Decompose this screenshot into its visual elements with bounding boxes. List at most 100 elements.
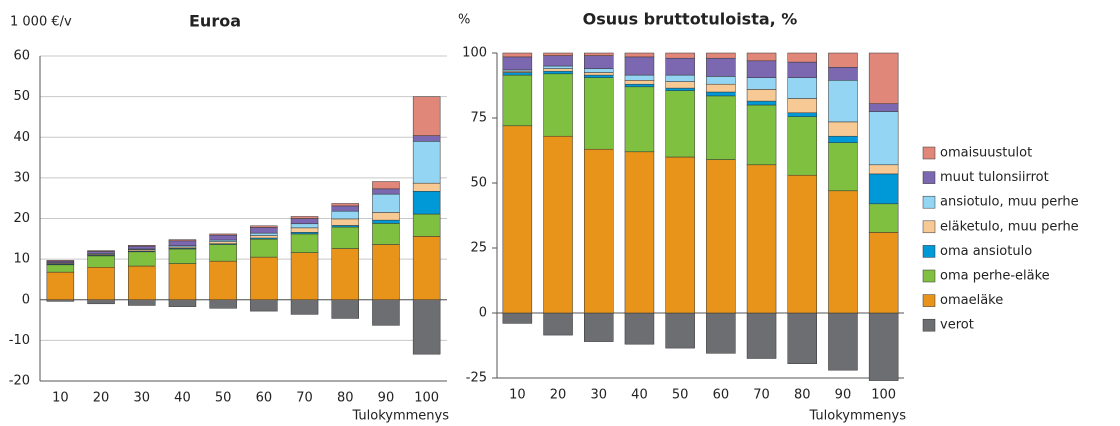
bar-segment <box>209 241 237 244</box>
bar-segment <box>746 312 777 359</box>
bar-segment <box>250 232 278 236</box>
legend-swatch <box>922 294 936 307</box>
bar-segment <box>209 260 237 300</box>
chart-title: Euroa <box>189 12 241 31</box>
bar-segment <box>746 164 777 314</box>
bar-segment <box>624 151 655 314</box>
y-tick-label: -20 <box>9 374 30 389</box>
bar-segment <box>706 57 736 77</box>
bar-segment <box>168 240 197 246</box>
legend-label: omaisuustulot <box>940 146 1032 161</box>
legend-swatch <box>922 318 936 332</box>
x-tick-label: 100 <box>414 391 439 406</box>
y-tick-label: 40 <box>13 130 30 145</box>
bar-segment <box>290 227 319 233</box>
bar-segment <box>46 260 75 262</box>
legend-swatch <box>922 171 936 184</box>
bar-segment <box>543 70 573 75</box>
bar-segment <box>412 191 441 215</box>
bar-segment <box>128 245 156 247</box>
bar-segment <box>543 135 573 314</box>
bar-segment <box>412 213 441 237</box>
bar-segment <box>787 112 817 117</box>
bar-segment <box>868 173 899 205</box>
x-tick-label: 70 <box>753 388 770 403</box>
bar-segment <box>87 255 115 268</box>
bar-segment <box>543 73 573 137</box>
bar-segment <box>584 77 614 150</box>
bar-segment <box>706 91 736 97</box>
bar-segment <box>250 227 278 234</box>
bar-segment <box>87 250 115 252</box>
y-tick-label: 100 <box>462 46 487 61</box>
bar-segment <box>746 100 777 106</box>
bar-segment <box>665 81 695 89</box>
bar-segment <box>706 159 736 314</box>
bar-segment <box>372 212 400 221</box>
bar-segment <box>250 238 278 258</box>
bar-segment <box>502 52 533 58</box>
y-tick-label: 20 <box>13 211 30 226</box>
legend-label: verot <box>940 318 974 333</box>
bar-segment <box>624 74 655 81</box>
bar-segment <box>706 76 736 85</box>
x-axis-label: Tulokymmenys <box>808 409 906 424</box>
bar-segment <box>331 203 359 207</box>
x-tick-label: 30 <box>590 388 607 403</box>
bar-segment <box>706 83 736 93</box>
legend-swatch <box>922 245 936 258</box>
bar-segment <box>250 256 278 300</box>
x-tick-label: 80 <box>337 391 354 406</box>
bar-segment <box>372 223 400 245</box>
x-tick-label: 50 <box>215 391 232 406</box>
bar-segment <box>624 83 655 88</box>
bar-segment <box>290 252 319 300</box>
bar-segment <box>665 312 695 349</box>
bar-segment <box>412 141 441 184</box>
y-tick-label: -10 <box>9 333 30 348</box>
bar-segment <box>209 244 237 262</box>
bar-segment <box>543 312 573 336</box>
bar-segment <box>828 312 858 371</box>
y-tick-label: -25 <box>466 371 487 386</box>
bar-segment <box>412 96 441 136</box>
bar-segment <box>250 235 278 239</box>
bar-segment <box>787 116 817 176</box>
bar-segment <box>868 103 899 112</box>
bar-segment <box>543 65 573 69</box>
x-tick-label: 20 <box>93 391 110 406</box>
y-tick-label: 50 <box>470 176 487 191</box>
x-tick-label: 20 <box>550 388 567 403</box>
bar-segment <box>828 80 858 123</box>
bar-segment <box>584 72 614 76</box>
bar-segment <box>372 299 400 326</box>
y-tick-label: 10 <box>13 252 30 267</box>
legend-label: omaeläke <box>940 293 1003 308</box>
bar-segment <box>372 181 400 190</box>
x-axis-label: Tulokymmenys <box>351 409 449 424</box>
bar-segment <box>372 244 400 300</box>
bar-segment <box>868 111 899 166</box>
bar-segment <box>209 234 237 241</box>
legend-label: muut tulonsiirrot <box>940 170 1049 185</box>
bar-segment <box>331 299 359 319</box>
bar-segment <box>412 299 441 355</box>
x-tick-label: 90 <box>835 388 852 403</box>
bar-segment <box>331 205 359 212</box>
legend-swatch <box>922 195 936 209</box>
y-tick-label: 0 <box>479 306 487 321</box>
bar-segment <box>584 74 614 78</box>
bar-segment <box>209 299 237 309</box>
bar-segment <box>290 223 319 229</box>
bar-segment <box>624 80 655 85</box>
bar-segment <box>665 90 695 158</box>
y-tick-label: 60 <box>13 49 30 64</box>
bar-segment <box>746 52 777 62</box>
bar-segment <box>168 299 197 307</box>
bar-segment <box>502 72 533 76</box>
bar-segment <box>87 299 115 305</box>
bar-segment <box>502 125 533 314</box>
x-tick-label: 40 <box>631 388 648 403</box>
x-tick-label: 100 <box>871 388 896 403</box>
